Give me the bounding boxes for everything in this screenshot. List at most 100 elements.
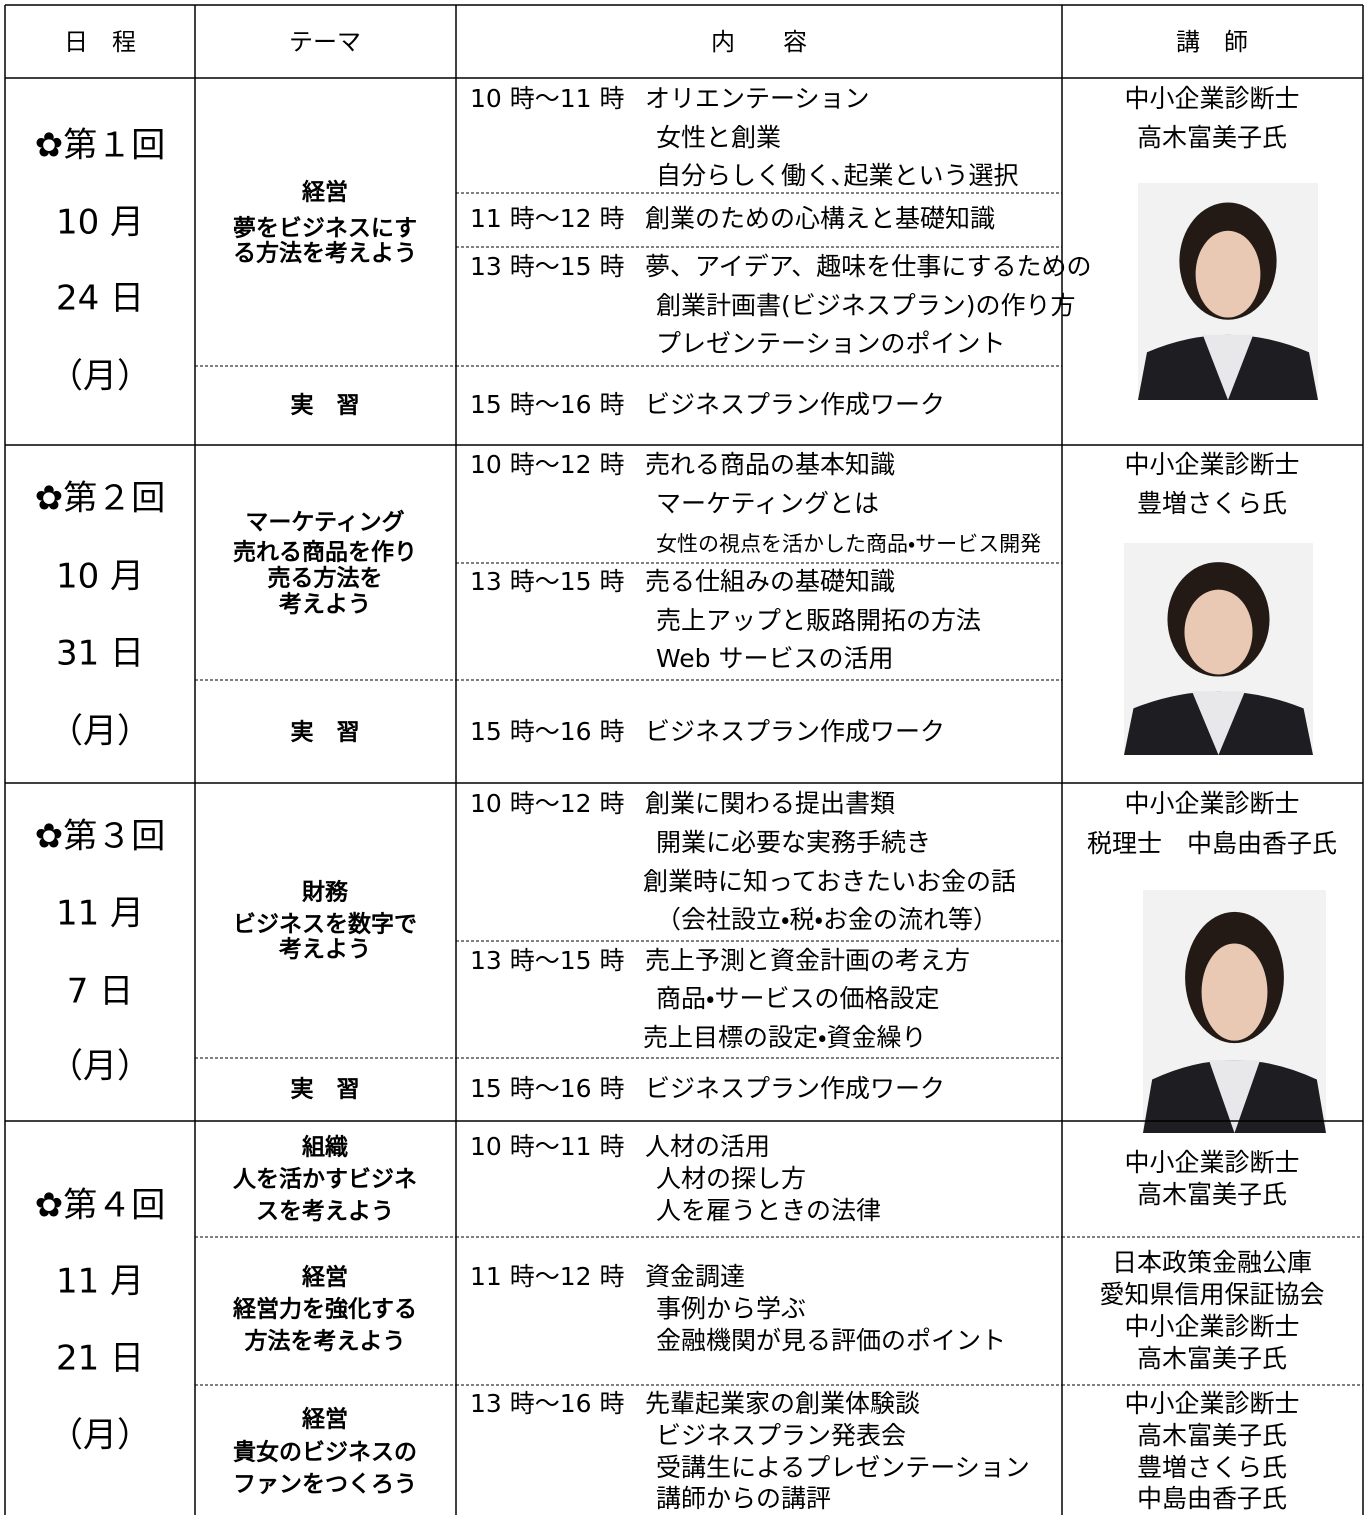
instructor-name: 中小企業診断士: [1124, 1389, 1299, 1418]
theme-text: 経営力を強化する: [233, 1296, 417, 1323]
instructor-name: 中小企業診断士: [1124, 789, 1299, 818]
time-slot: 10 時～12 時: [470, 789, 625, 818]
content-text: 資金調達: [645, 1262, 745, 1291]
content-text: 金融機関が見る評価のポイント: [656, 1326, 1006, 1355]
time-slot: 15 時～16 時: [470, 390, 625, 419]
theme-text: 方法を考えよう: [245, 1328, 406, 1355]
content-text: 夢、アイデア、趣味を仕事にするための: [645, 252, 1092, 281]
theme-text: 財務: [302, 879, 349, 906]
time-slot: 10 時～11 時: [470, 1132, 625, 1161]
session-date: 10 月: [56, 203, 144, 243]
session-date: 10 月: [56, 557, 144, 597]
header-cell: 内 容: [711, 28, 807, 56]
content-text: 先輩起業家の創業体験談: [645, 1389, 920, 1418]
instructor-name: 税理士 中島由香子氏: [1087, 829, 1337, 858]
theme-text: 経営: [302, 1406, 348, 1433]
session-date: 21 日: [56, 1339, 144, 1379]
content-text: 開業に必要な実務手続き: [656, 828, 931, 857]
instructor-name: 日本政策金融公庫: [1112, 1248, 1312, 1277]
content-text: ビジネスプラン作成ワーク: [645, 717, 945, 746]
theme-text: 売れる商品を作り: [233, 540, 417, 566]
content-text: 事例から学ぶ: [656, 1294, 806, 1323]
instructor-name: 愛知県信用保証協会: [1099, 1280, 1324, 1309]
instructor-name: 豊増さくら氏: [1137, 489, 1287, 518]
content-text: 売上予測と資金計画の考え方: [645, 946, 970, 975]
session-date: 24 日: [56, 279, 144, 319]
content-text: 創業時に知っておきたいお金の話: [643, 867, 1016, 896]
session-date: ✿第１回: [35, 126, 166, 166]
header-cell: テーマ: [289, 28, 361, 56]
content-text: 商品・サービスの価格設定: [656, 984, 940, 1013]
content-text: マーケティングとは: [656, 489, 879, 518]
time-slot: 11 時～12 時: [470, 204, 625, 233]
session-date: 31 日: [56, 634, 144, 674]
content-text: 創業に関わる提出書類: [645, 789, 895, 818]
instructor-name: 中小企業診断士: [1124, 450, 1299, 479]
theme-text: 考えよう: [278, 592, 371, 618]
theme-text: 夢をビジネスにす: [233, 216, 417, 242]
theme-text: マーケティング: [245, 509, 404, 536]
time-slot: 13 時～15 時: [470, 252, 625, 281]
instructor-photo: [1143, 890, 1326, 1133]
header-cell: 講 師: [1176, 28, 1248, 56]
session-date: 11 月: [56, 1262, 144, 1302]
content-text: 講師からの講評: [656, 1484, 831, 1513]
instructor-name: 高木富美子氏: [1137, 1421, 1287, 1450]
session-date: ✿第３回: [35, 817, 166, 857]
instructor-name: 高木富美子氏: [1137, 123, 1287, 152]
photo-face: [1201, 943, 1268, 1041]
content-text: ビジネスプラン作成ワーク: [645, 390, 945, 419]
photo-collar: [1208, 1060, 1261, 1133]
theme-text: ファンをつくろう: [233, 1472, 417, 1498]
theme-text: 組織: [301, 1134, 348, 1161]
time-slot: 13 時～15 時: [470, 946, 625, 975]
theme-text: 実 習: [291, 393, 360, 419]
theme-text: 売る方法を: [268, 565, 383, 592]
content-text: 売る仕組みの基礎知識: [645, 567, 895, 596]
content-text: 自分らしく働く､起業という選択: [656, 161, 1019, 190]
instructor-name: 豊増さくら氏: [1137, 1453, 1287, 1482]
session-date: （月）: [49, 1047, 151, 1087]
theme-text: ビジネスを数字で: [233, 911, 417, 938]
content-text: 受講生によるプレゼンテーション: [656, 1453, 1030, 1482]
content-text: 人材の活用: [645, 1132, 770, 1161]
content-text: 創業計画書(ビジネスプラン)の作り方: [656, 291, 1076, 320]
session-date: （月）: [49, 357, 151, 397]
instructor-name: 中島由香子氏: [1137, 1484, 1287, 1513]
theme-text: スを考えよう: [256, 1199, 394, 1225]
instructor-name: 高木富美子氏: [1137, 1344, 1287, 1373]
theme-text: 実 習: [291, 720, 360, 746]
instructor-name: 高木富美子氏: [1137, 1180, 1287, 1209]
time-slot: 10 時～12 時: [470, 450, 625, 479]
session-date: ✿第４回: [35, 1186, 166, 1226]
time-slot: 10 時～11 時: [470, 84, 625, 113]
theme-text: る方法を考えよう: [233, 240, 417, 267]
session-date: ✿第２回: [35, 479, 166, 519]
theme-text: 経営: [302, 1264, 348, 1291]
header-cell: 日 程: [64, 28, 136, 56]
instructor-name: 中小企業診断士: [1124, 84, 1299, 113]
content-text: ビジネスプラン作成ワーク: [645, 1074, 945, 1103]
content-text: オリエンテーション: [645, 84, 870, 113]
photo-collar: [1202, 334, 1254, 400]
time-slot: 15 時～16 時: [470, 1074, 625, 1103]
session-date: （月）: [49, 1416, 151, 1456]
time-slot: 13 時～16 時: [470, 1389, 625, 1418]
theme-text: 経営: [302, 179, 348, 206]
content-text: 人材の探し方: [656, 1164, 806, 1193]
content-text: プレゼンテーションのポイント: [656, 329, 1006, 358]
content-text: 女性と創業: [656, 123, 781, 152]
content-text: 売れる商品の基本知識: [645, 450, 895, 479]
instructor-name: 中小企業診断士: [1124, 1312, 1299, 1341]
photo-collar: [1192, 691, 1245, 755]
time-slot: 11 時～12 時: [470, 1262, 625, 1291]
session-date: 7 日: [67, 972, 133, 1012]
instructor-photo: [1138, 183, 1318, 400]
content-text: 売上目標の設定・資金繰り: [643, 1023, 927, 1052]
content-text: 人を雇うときの法律: [656, 1196, 881, 1225]
time-slot: 15 時～16 時: [470, 717, 625, 746]
photo-face: [1195, 230, 1261, 318]
